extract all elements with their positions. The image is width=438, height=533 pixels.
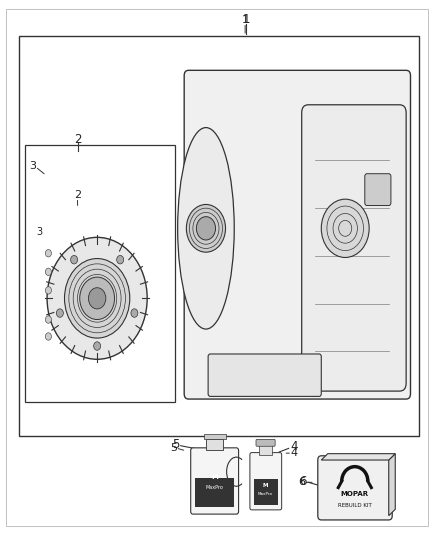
Circle shape [131,309,138,317]
Circle shape [64,259,130,338]
Circle shape [88,288,106,309]
Text: 1: 1 [242,13,250,27]
FancyBboxPatch shape [256,439,275,446]
FancyBboxPatch shape [184,70,410,399]
Text: MaxPro: MaxPro [258,492,273,497]
Bar [206,439,223,450]
FancyBboxPatch shape [191,448,239,514]
Circle shape [57,309,64,317]
Bar [204,433,226,439]
Text: 6: 6 [299,475,307,488]
Text: 4: 4 [290,440,297,453]
Circle shape [46,249,51,257]
FancyBboxPatch shape [318,456,392,520]
Text: 5: 5 [172,438,179,450]
Bar [259,445,272,455]
Polygon shape [321,454,395,460]
Bar [25,144,176,402]
FancyBboxPatch shape [302,105,406,391]
Text: MOPAR: MOPAR [341,491,369,497]
FancyBboxPatch shape [250,453,282,510]
Circle shape [47,237,147,359]
Bar [195,478,234,507]
Text: 4: 4 [290,448,297,458]
Text: 5: 5 [170,443,177,453]
Circle shape [46,316,51,323]
Text: 2: 2 [74,190,81,200]
Text: 3: 3 [37,227,43,237]
Text: M: M [263,483,268,488]
Circle shape [186,205,226,252]
Circle shape [196,216,215,240]
Ellipse shape [178,127,234,329]
Text: MaxPro: MaxPro [206,485,223,490]
Circle shape [80,277,115,319]
Circle shape [46,333,51,340]
Circle shape [94,342,101,350]
Circle shape [46,287,51,294]
Text: 3: 3 [29,161,36,171]
Text: M: M [211,474,218,480]
Circle shape [117,255,124,264]
Text: REBUILD KIT: REBUILD KIT [338,503,372,507]
Bar [254,479,278,505]
FancyBboxPatch shape [365,174,391,206]
Text: 6: 6 [298,477,305,487]
Text: 1: 1 [242,15,249,25]
Circle shape [71,255,78,264]
Bar [19,36,419,436]
Polygon shape [389,454,395,516]
Text: 2: 2 [74,133,81,146]
Circle shape [321,199,369,257]
FancyBboxPatch shape [208,354,321,397]
Circle shape [46,268,51,276]
